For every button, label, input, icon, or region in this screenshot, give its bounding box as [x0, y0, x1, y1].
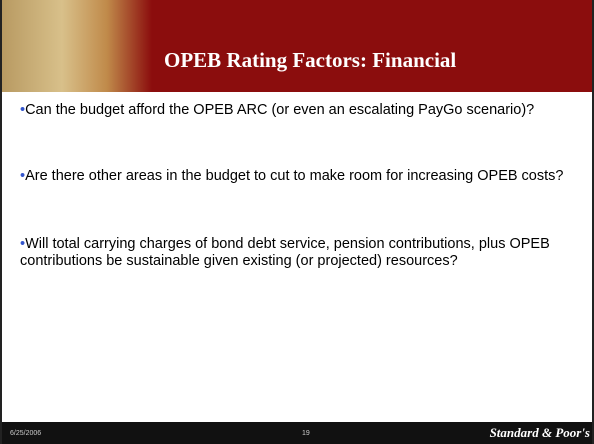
header-bar: OPEB Rating Factors: Financial [2, 0, 592, 92]
slide-title: OPEB Rating Factors: Financial [164, 48, 457, 72]
footer-date: 6/25/2006 [10, 430, 42, 437]
footer: 6/25/2006 19 Standard & Poor's [2, 422, 592, 444]
page-number: 19 [302, 430, 310, 437]
bullet-text: Can the budget afford the OPEB ARC (or e… [25, 102, 535, 118]
brand: Standard & Poor's [489, 425, 590, 440]
bullet: •Are there other areas in the budget to … [20, 168, 564, 184]
header-image [2, 0, 152, 92]
bullet-text: Will total carrying charges of bond debt… [20, 236, 550, 269]
bullet: •Will total carrying charges of bond deb… [20, 236, 550, 269]
bullet: •Can the budget afford the OPEB ARC (or … [20, 102, 535, 118]
bullet-text: Are there other areas in the budget to c… [25, 168, 564, 184]
